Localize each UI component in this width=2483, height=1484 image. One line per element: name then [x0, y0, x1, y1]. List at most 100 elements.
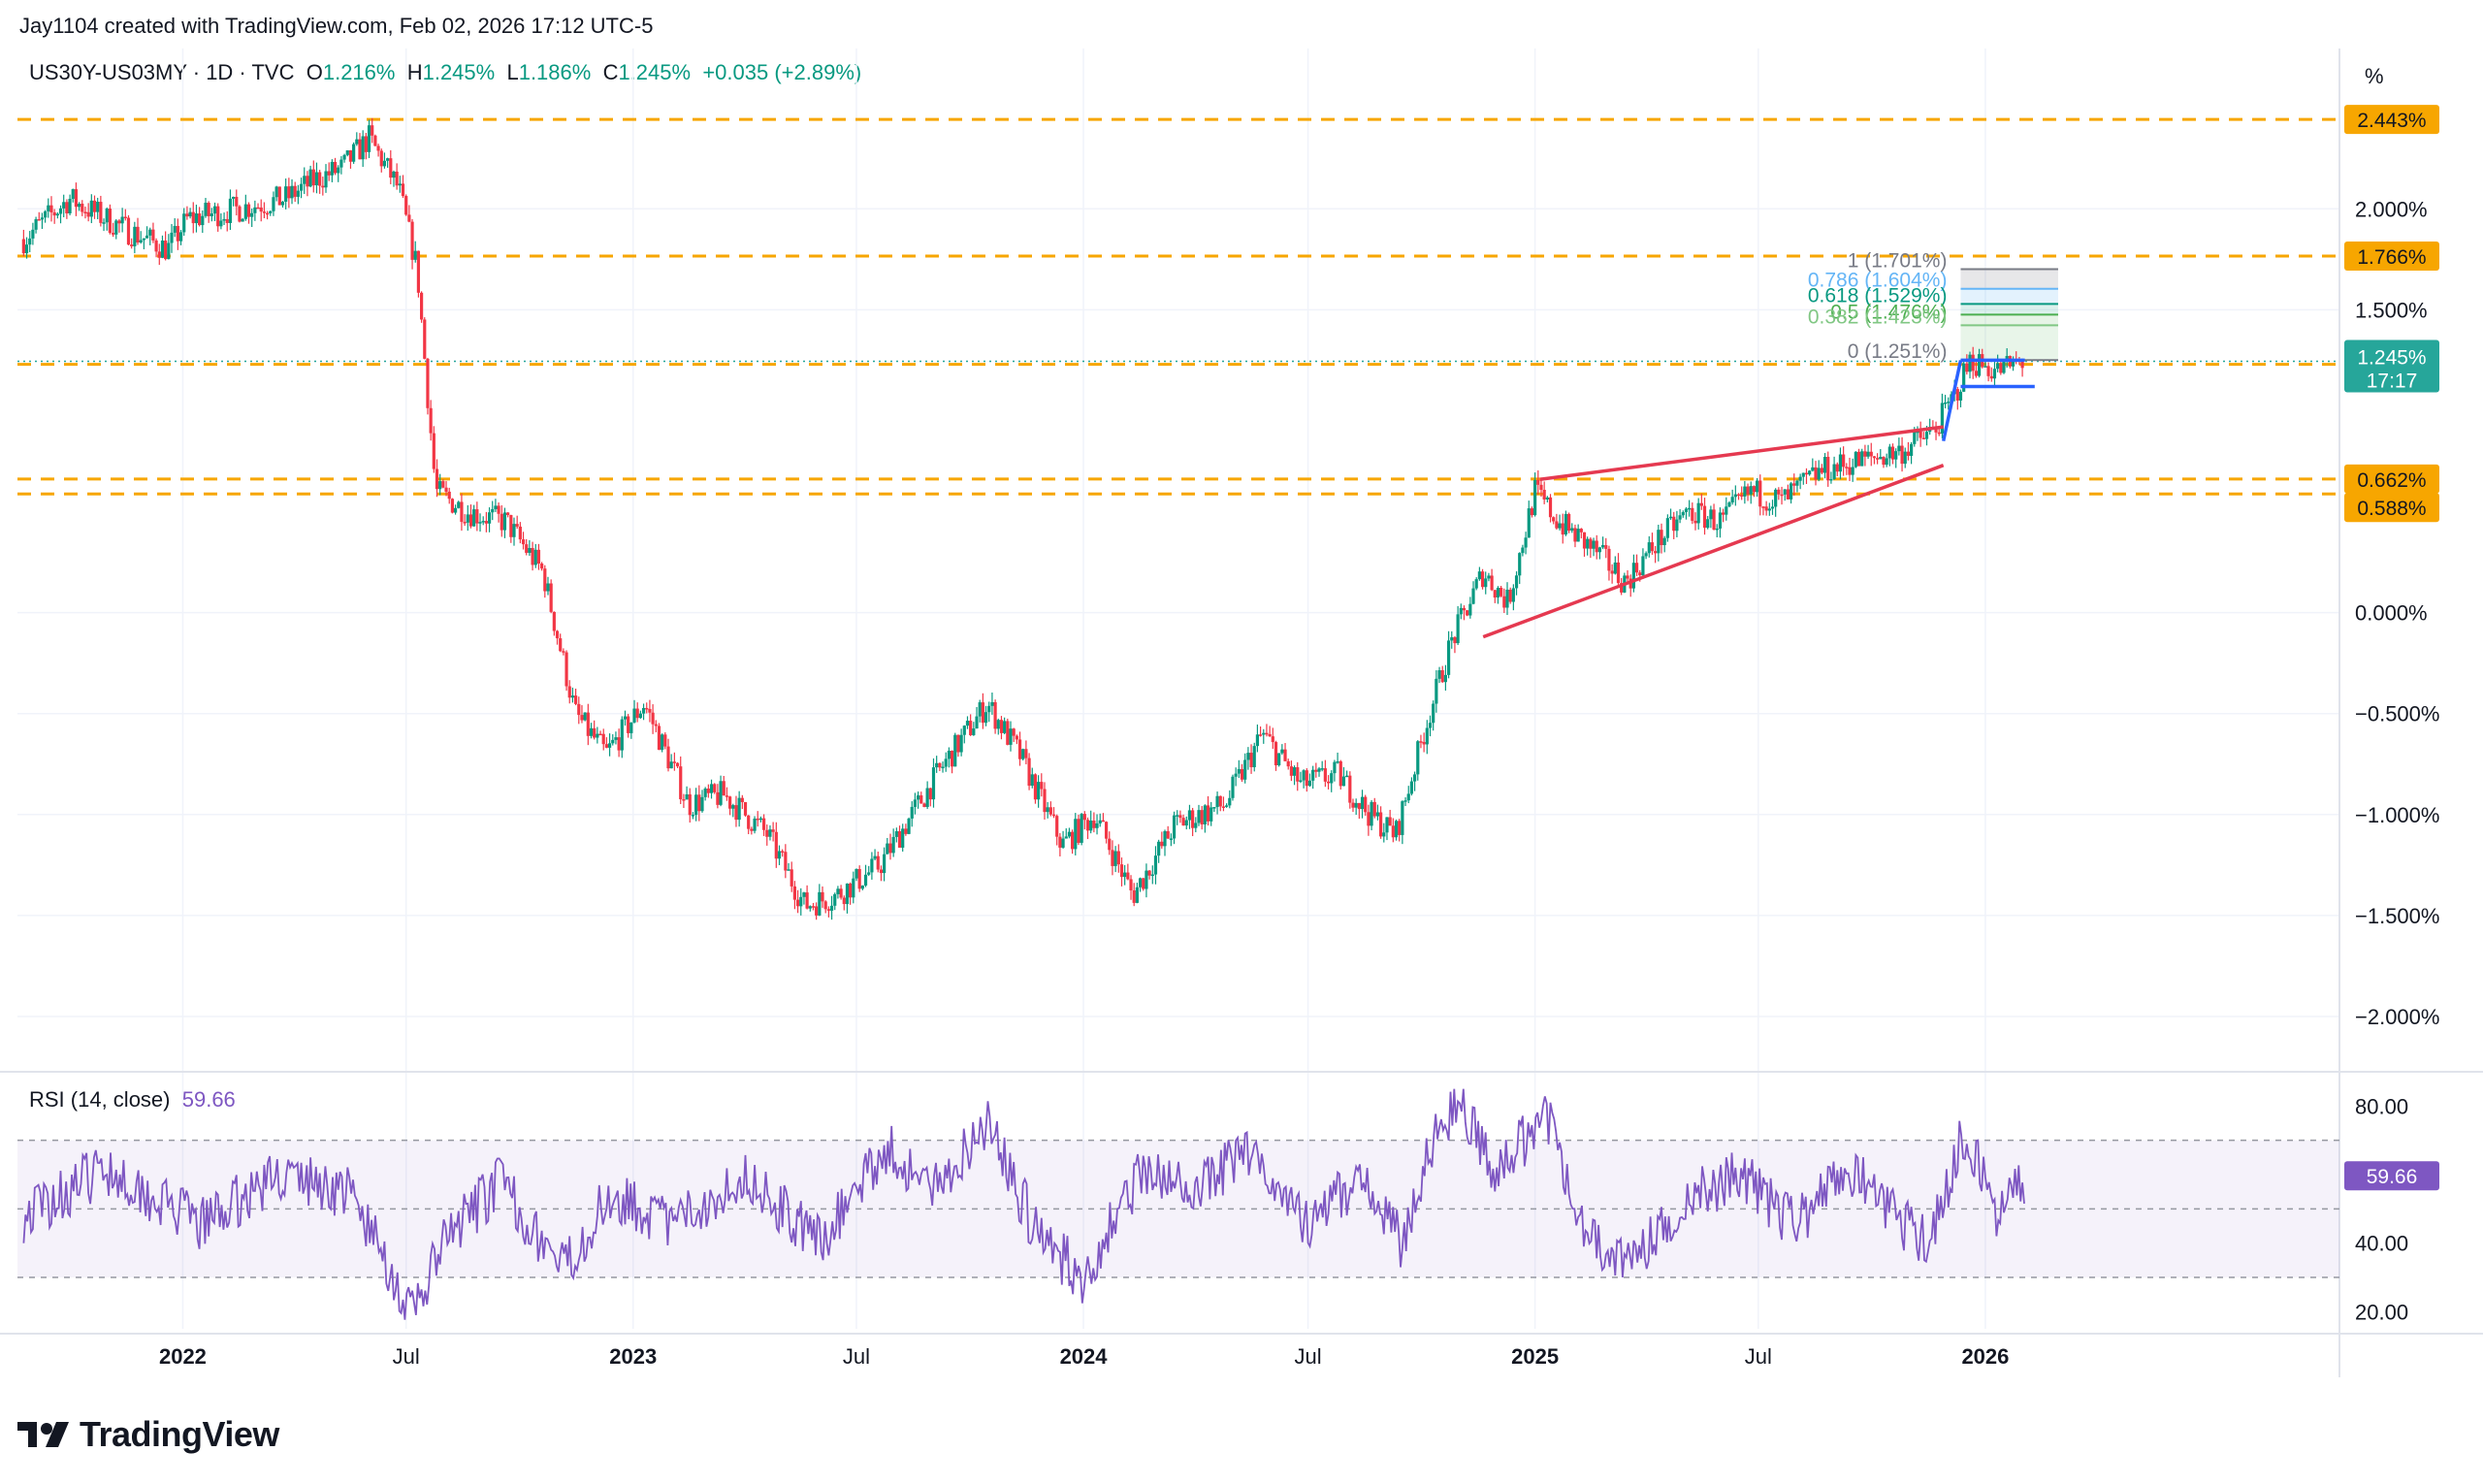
candle-body-226 — [719, 781, 723, 805]
candle-body-359 — [1129, 879, 1133, 890]
candle-body-328 — [1033, 774, 1038, 800]
candle-body-300 — [947, 751, 951, 759]
candle-body-266 — [842, 897, 846, 905]
price-chart[interactable]: 1 (1.701%)0.786 (1.604%)0.618 (1.529%)0.… — [0, 0, 2483, 1397]
candle-body-116 — [379, 150, 383, 167]
candle-body-30 — [114, 220, 118, 235]
candle-body-275 — [870, 858, 874, 873]
candle-body-403 — [1265, 732, 1269, 735]
candle-body-611 — [1906, 451, 1911, 456]
level-tag-3 — [2344, 464, 2439, 494]
candle-body-505 — [1579, 529, 1583, 532]
fib-label-4: 0.382 (1.423%) — [1808, 306, 1948, 328]
candle-body-61 — [210, 213, 213, 216]
candle-body-109 — [358, 139, 362, 160]
candle-body-612 — [1909, 443, 1914, 456]
candle-body-421 — [1320, 768, 1324, 770]
candle-body-306 — [965, 721, 970, 726]
candle-body-72 — [243, 204, 247, 219]
candle-body-385 — [1209, 807, 1213, 822]
candle-body-389 — [1221, 806, 1226, 808]
candle-body-46 — [164, 241, 168, 260]
rsi-name[interactable]: RSI (14, close) — [29, 1087, 171, 1112]
candle-body-407 — [1277, 753, 1281, 766]
candle-body-393 — [1234, 773, 1238, 777]
candle-body-145 — [468, 514, 473, 527]
candle-body-369 — [1160, 841, 1164, 847]
candle-body-176 — [564, 652, 568, 687]
candle-body-433 — [1357, 802, 1361, 810]
candle-body-59 — [204, 203, 208, 216]
candle-body-549 — [1715, 528, 1719, 531]
candle-body-251 — [795, 899, 800, 907]
tradingview-brand[interactable]: TradingView — [17, 1414, 279, 1455]
candle-body-43 — [154, 240, 158, 252]
candle-body-632 — [1971, 354, 1975, 371]
candle-body-13 — [62, 202, 66, 209]
candle-body-645 — [2011, 359, 2015, 367]
candle-body-277 — [876, 855, 880, 870]
rsi-band — [17, 1140, 2339, 1277]
candle-body-441 — [1382, 832, 1386, 837]
candle-body-113 — [371, 125, 374, 136]
candle-body-360 — [1132, 889, 1136, 903]
candle-body-148 — [478, 522, 482, 524]
candle-body-203 — [648, 708, 652, 713]
candle-body-364 — [1145, 870, 1148, 889]
candle-body-585 — [1826, 457, 1830, 481]
candle-body-88 — [293, 185, 297, 197]
axis-unit-toggle[interactable]: % — [2365, 64, 2384, 88]
candle-body-273 — [863, 874, 868, 887]
fib-zone-1 — [1960, 288, 2058, 305]
candle-body-257 — [815, 906, 819, 916]
candle-body-169 — [543, 568, 547, 592]
price-tick-label-4: −1.000% — [2355, 803, 2439, 827]
candle-body-114 — [373, 135, 377, 146]
candle-body-81 — [272, 197, 275, 211]
candle-body-320 — [1009, 728, 1013, 745]
candle-body-513 — [1604, 545, 1608, 549]
candle-body-324 — [1021, 749, 1025, 759]
candle-body-525 — [1641, 556, 1645, 576]
candle-body-502 — [1570, 528, 1574, 532]
candle-body-91 — [303, 176, 306, 184]
level-tag-label-0: 2.443% — [2357, 110, 2426, 132]
candle-body-530 — [1657, 530, 1661, 554]
candle-body-516 — [1613, 562, 1617, 574]
candle-body-143 — [463, 522, 467, 524]
candle-body-484 — [1514, 575, 1519, 589]
candle-body-199 — [635, 708, 639, 719]
candle-body-4 — [34, 219, 38, 230]
candle-body-237 — [753, 818, 757, 831]
candle-body-102 — [337, 167, 340, 174]
candle-body-322 — [1015, 735, 1018, 740]
candle-body-142 — [460, 501, 464, 523]
candle-body-242 — [768, 829, 772, 837]
candle-body-216 — [688, 793, 692, 816]
candle-body-65 — [222, 218, 226, 221]
candle-body-70 — [238, 206, 242, 222]
candle-body-302 — [953, 734, 957, 767]
candle-body-262 — [829, 905, 834, 911]
candle-body-582 — [1817, 468, 1821, 480]
candle-body-605 — [1887, 446, 1891, 459]
candle-body-439 — [1375, 812, 1380, 817]
candle-body-458 — [1435, 678, 1438, 704]
candle-body-26 — [102, 222, 106, 224]
candle-body-569 — [1777, 489, 1781, 495]
candle-body-298 — [941, 766, 945, 769]
candle-body-416 — [1305, 770, 1308, 787]
candle-body-567 — [1770, 506, 1775, 509]
candle-body-482 — [1508, 589, 1512, 602]
candle-body-129 — [419, 292, 424, 320]
candle-body-614 — [1916, 431, 1919, 434]
candle-body-255 — [808, 906, 812, 909]
candle-body-303 — [956, 734, 960, 753]
candle-body-83 — [277, 186, 281, 206]
candle-body-617 — [1924, 432, 1929, 439]
candle-body-285 — [901, 828, 905, 848]
symbol-name[interactable]: US30Y-US03MY · 1D · TVC — [29, 60, 295, 84]
candle-body-526 — [1644, 553, 1648, 557]
candle-body-548 — [1712, 509, 1716, 530]
close-label: C — [602, 60, 619, 84]
